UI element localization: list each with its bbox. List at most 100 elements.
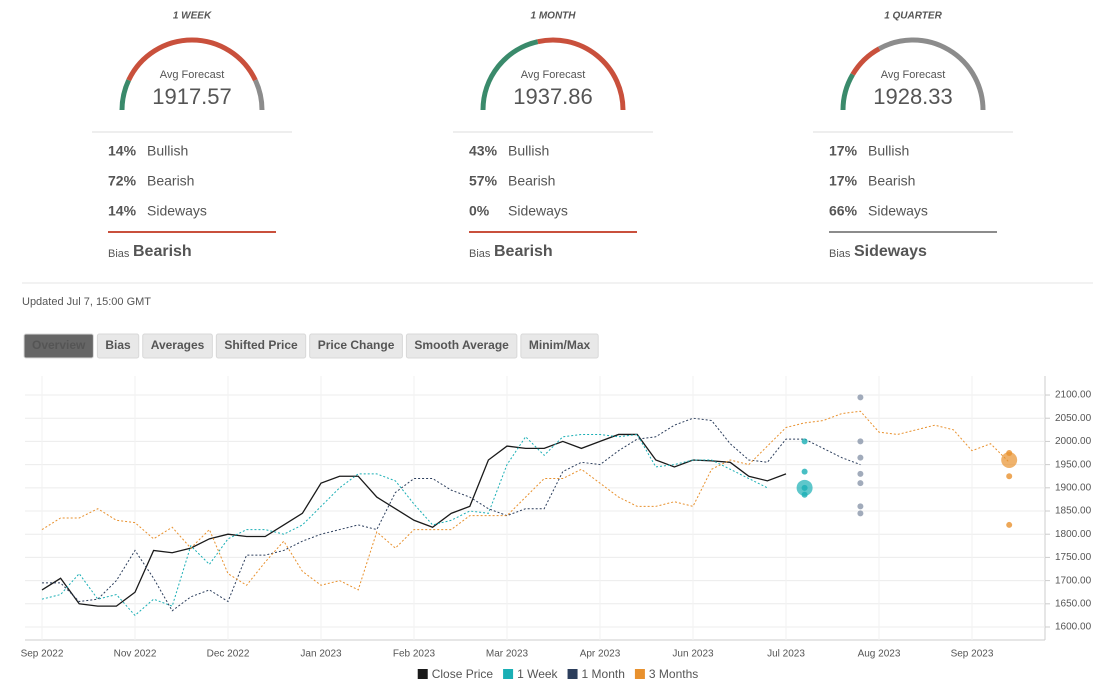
forecast-average [1001,451,1018,468]
forecast-point [857,394,864,401]
series-line [41,433,768,617]
x-tick-label: Apr 2023 [580,649,621,660]
gauge-segment [850,46,881,76]
forecast-point [801,438,808,445]
y-tick-label: 1950.00 [1055,459,1092,470]
tab[interactable] [96,333,140,359]
x-tick-label: Jun 2023 [672,649,714,660]
share-percent: 43% [469,143,498,159]
share-percent: 72% [108,173,137,189]
share-name: Bullish [868,143,909,159]
series-line [41,433,787,607]
y-tick-label: 2100.00 [1055,390,1092,401]
share-percent: 57% [469,173,498,189]
tab[interactable] [23,333,94,359]
share-name: Sideways [868,203,928,219]
share-name: Bearish [147,173,194,189]
x-tick-label: Jul 2023 [767,649,805,660]
y-tick-label: 1800.00 [1055,529,1092,540]
share-percent: 14% [108,203,137,219]
forecast-point [801,491,808,498]
x-tick-label: Sep 2023 [951,649,994,660]
legend-swatch [634,669,645,679]
tab-label[interactable]: Smooth Average [414,338,509,352]
series-line [42,417,861,612]
y-tick-label: 2000.00 [1055,436,1092,447]
y-tick-label: 1850.00 [1055,506,1092,517]
legend-swatch [503,669,514,679]
legend-label: 1 Week [517,667,558,681]
tab[interactable] [309,333,403,359]
forecast-point [857,503,864,510]
x-tick-label: Sep 2022 [21,649,64,660]
share-name: Bearish [868,173,915,189]
x-tick-label: Aug 2023 [858,649,901,660]
legend-label: 1 Month [582,667,625,681]
y-tick-label: 1600.00 [1055,622,1092,633]
gauge-segment [480,39,539,111]
gauge-period: 1 QUARTER [884,11,942,22]
updated-note: Updated Jul 7, 15:00 GMT [22,296,151,308]
legend-label: Close Price [432,667,494,681]
legend-label: 3 Months [649,667,698,681]
share-name: Bullish [508,143,549,159]
tab-label[interactable]: Bias [105,338,131,352]
x-tick-label: Jan 2023 [300,649,342,660]
gauge-segment [119,79,131,111]
tab-label[interactable]: Averages [151,338,205,352]
forecast-point [857,438,864,445]
tab-label[interactable]: Shifted Price [224,338,298,352]
tab[interactable] [405,333,518,359]
tab-label[interactable]: Price Change [318,338,395,352]
gauge-segment [253,79,265,111]
gauge-value: 1937.86 [513,84,593,109]
x-tick-label: Mar 2023 [486,649,529,660]
x-tick-label: Feb 2023 [393,649,436,660]
gauge-caption: Avg Forecast [881,69,946,81]
forecast-point [1006,450,1013,457]
forecast-point [857,510,864,517]
forecast-point [801,468,808,475]
bias-value: Bearish [494,243,553,260]
y-tick-label: 1750.00 [1055,552,1092,563]
share-name: Sideways [147,203,207,219]
bias-caption: Bias [108,248,130,260]
tab[interactable] [142,333,213,359]
gauge-period: 1 WEEK [173,11,212,22]
y-tick-label: 1700.00 [1055,575,1092,586]
tab-label[interactable]: Minim/Max [529,338,591,352]
forecast-point [857,470,864,477]
gauge-segment [840,73,855,111]
y-tick-label: 1650.00 [1055,598,1092,609]
gauge-caption: Avg Forecast [160,69,225,81]
forecast-point [1006,473,1013,480]
bias-caption: Bias [829,248,851,260]
share-percent: 14% [108,143,137,159]
tab[interactable] [520,333,599,359]
gauge-value: 1917.57 [152,84,232,109]
gauge-segment [878,37,986,111]
gauge-value: 1928.33 [873,84,953,109]
forecast-point [801,484,808,491]
gauge-caption: Avg Forecast [521,69,586,81]
legend-swatch [567,669,578,679]
gauge-segment [537,37,626,111]
series-line [41,410,1010,591]
share-name: Bullish [147,143,188,159]
x-tick-label: Dec 2022 [207,649,250,660]
tab[interactable] [215,333,307,359]
bias-value: Sideways [854,243,927,260]
share-percent: 0% [469,203,490,219]
forecast-point [857,480,864,487]
gauge-segment [126,37,258,82]
forecast-point [1006,521,1013,528]
share-percent: 17% [829,143,858,159]
y-tick-label: 1900.00 [1055,482,1092,493]
bias-value: Bearish [133,243,192,260]
bias-caption: Bias [469,248,491,260]
share-name: Sideways [508,203,568,219]
tab-label[interactable]: Overview [32,338,86,352]
forecast-point [857,454,864,461]
y-tick-label: 2050.00 [1055,413,1092,424]
share-name: Bearish [508,173,555,189]
